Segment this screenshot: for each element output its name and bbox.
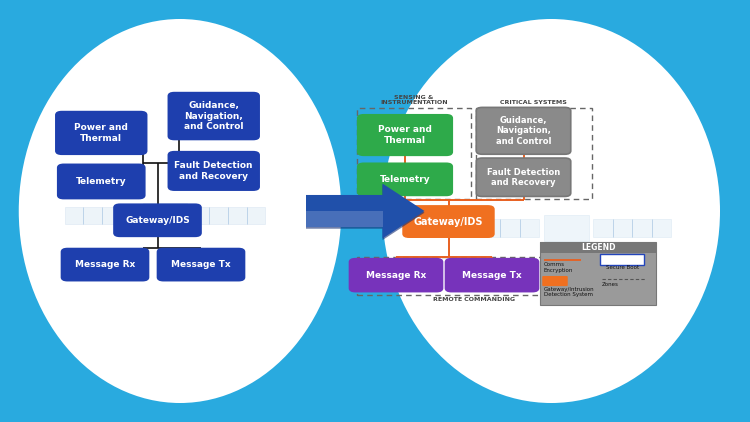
FancyBboxPatch shape bbox=[540, 242, 656, 253]
Text: Power and
Thermal: Power and Thermal bbox=[378, 125, 432, 145]
Text: LEGEND: LEGEND bbox=[580, 243, 615, 252]
Text: Gateway/IDS: Gateway/IDS bbox=[125, 216, 190, 225]
Text: Comms
Encryption: Comms Encryption bbox=[544, 262, 573, 273]
Text: Power and
Thermal: Power and Thermal bbox=[74, 123, 128, 143]
FancyBboxPatch shape bbox=[600, 254, 644, 265]
Text: Fault Detection
and Recovery: Fault Detection and Recovery bbox=[175, 161, 253, 181]
FancyBboxPatch shape bbox=[476, 158, 571, 196]
Text: Zones: Zones bbox=[602, 282, 618, 287]
FancyBboxPatch shape bbox=[593, 219, 671, 237]
FancyBboxPatch shape bbox=[544, 215, 589, 241]
FancyBboxPatch shape bbox=[404, 206, 494, 237]
Text: Guidance,
Navigation,
and Control: Guidance, Navigation, and Control bbox=[184, 101, 244, 131]
Text: Telemetry: Telemetry bbox=[76, 177, 127, 186]
FancyBboxPatch shape bbox=[62, 249, 148, 281]
FancyBboxPatch shape bbox=[168, 93, 260, 139]
Polygon shape bbox=[306, 184, 424, 238]
FancyBboxPatch shape bbox=[540, 242, 656, 305]
Text: Message Tx: Message Tx bbox=[171, 260, 231, 269]
FancyBboxPatch shape bbox=[358, 115, 452, 155]
FancyBboxPatch shape bbox=[358, 163, 452, 195]
FancyBboxPatch shape bbox=[476, 107, 571, 154]
Text: Message Rx: Message Rx bbox=[366, 271, 426, 280]
Text: Secure Boot: Secure Boot bbox=[605, 265, 639, 270]
Text: Message Rx: Message Rx bbox=[75, 260, 135, 269]
FancyBboxPatch shape bbox=[446, 259, 538, 292]
FancyBboxPatch shape bbox=[64, 207, 140, 224]
FancyBboxPatch shape bbox=[542, 276, 568, 286]
Text: Guidance,
Navigation,
and Control: Guidance, Navigation, and Control bbox=[496, 116, 551, 146]
FancyBboxPatch shape bbox=[190, 207, 266, 224]
FancyBboxPatch shape bbox=[158, 249, 244, 281]
Text: SENSING &
INSTRUMENTATION: SENSING & INSTRUMENTATION bbox=[380, 95, 448, 106]
Polygon shape bbox=[306, 185, 424, 240]
FancyBboxPatch shape bbox=[350, 259, 442, 292]
FancyBboxPatch shape bbox=[114, 204, 201, 236]
Ellipse shape bbox=[19, 19, 341, 403]
Text: Message Tx: Message Tx bbox=[462, 271, 522, 280]
Text: Telemetry: Telemetry bbox=[380, 175, 430, 184]
Polygon shape bbox=[306, 211, 382, 227]
Text: Gateway/IDS: Gateway/IDS bbox=[414, 216, 483, 227]
Text: CRITICAL SYSTEMS: CRITICAL SYSTEMS bbox=[500, 100, 567, 106]
FancyBboxPatch shape bbox=[143, 203, 187, 227]
FancyBboxPatch shape bbox=[168, 151, 260, 190]
Text: REMOTE COMMANDING: REMOTE COMMANDING bbox=[433, 297, 515, 302]
FancyBboxPatch shape bbox=[461, 219, 539, 237]
Text: Fault Detection
and Recovery: Fault Detection and Recovery bbox=[487, 168, 560, 187]
FancyBboxPatch shape bbox=[58, 165, 145, 199]
Text: Gateway/Intrusion
Detection System: Gateway/Intrusion Detection System bbox=[544, 287, 594, 298]
FancyBboxPatch shape bbox=[56, 111, 147, 154]
Ellipse shape bbox=[382, 19, 720, 403]
